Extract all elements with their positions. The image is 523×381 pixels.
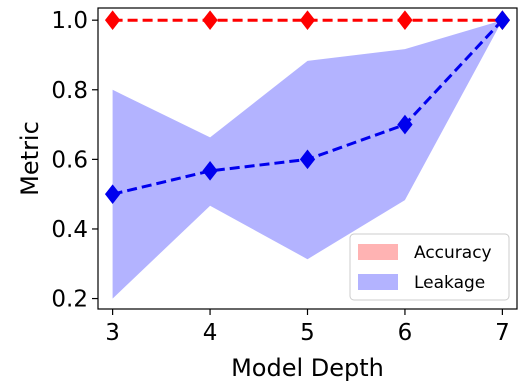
accuracy-point: [299, 10, 316, 30]
legend-swatch-leakage: [358, 274, 398, 290]
y-tick-label: 1.0: [51, 8, 88, 34]
leakage-point: [494, 10, 511, 30]
leakage-point: [104, 184, 121, 204]
y-tick-label: 0.2: [51, 287, 88, 313]
x-tick-label: 4: [203, 320, 218, 346]
x-axis-label: Model Depth: [231, 354, 384, 381]
accuracy-point: [202, 10, 218, 30]
leakage-point: [299, 149, 316, 170]
leakage-point: [202, 161, 218, 181]
series-markers: [104, 10, 511, 204]
x-axis-ticks: 3 4 5 6 7: [105, 309, 510, 346]
leakage-point: [397, 114, 413, 135]
accuracy-point: [397, 10, 413, 30]
y-tick-label: 0.4: [51, 217, 88, 243]
y-axis-ticks: 0.2 0.4 0.6 0.8 1.0: [51, 8, 98, 313]
x-tick-label: 7: [495, 320, 510, 346]
x-tick-label: 6: [398, 320, 413, 346]
legend-swatch-accuracy: [358, 244, 398, 260]
legend-label-leakage: Leakage: [414, 273, 485, 293]
legend: Accuracy Leakage: [349, 233, 510, 301]
y-axis-label: Metric: [16, 121, 44, 196]
y-tick-label: 0.6: [51, 147, 88, 173]
x-tick-label: 3: [105, 320, 120, 346]
x-tick-label: 5: [300, 320, 315, 346]
legend-label-accuracy: Accuracy: [414, 243, 492, 263]
y-tick-label: 0.8: [51, 78, 88, 104]
accuracy-point: [104, 10, 121, 30]
